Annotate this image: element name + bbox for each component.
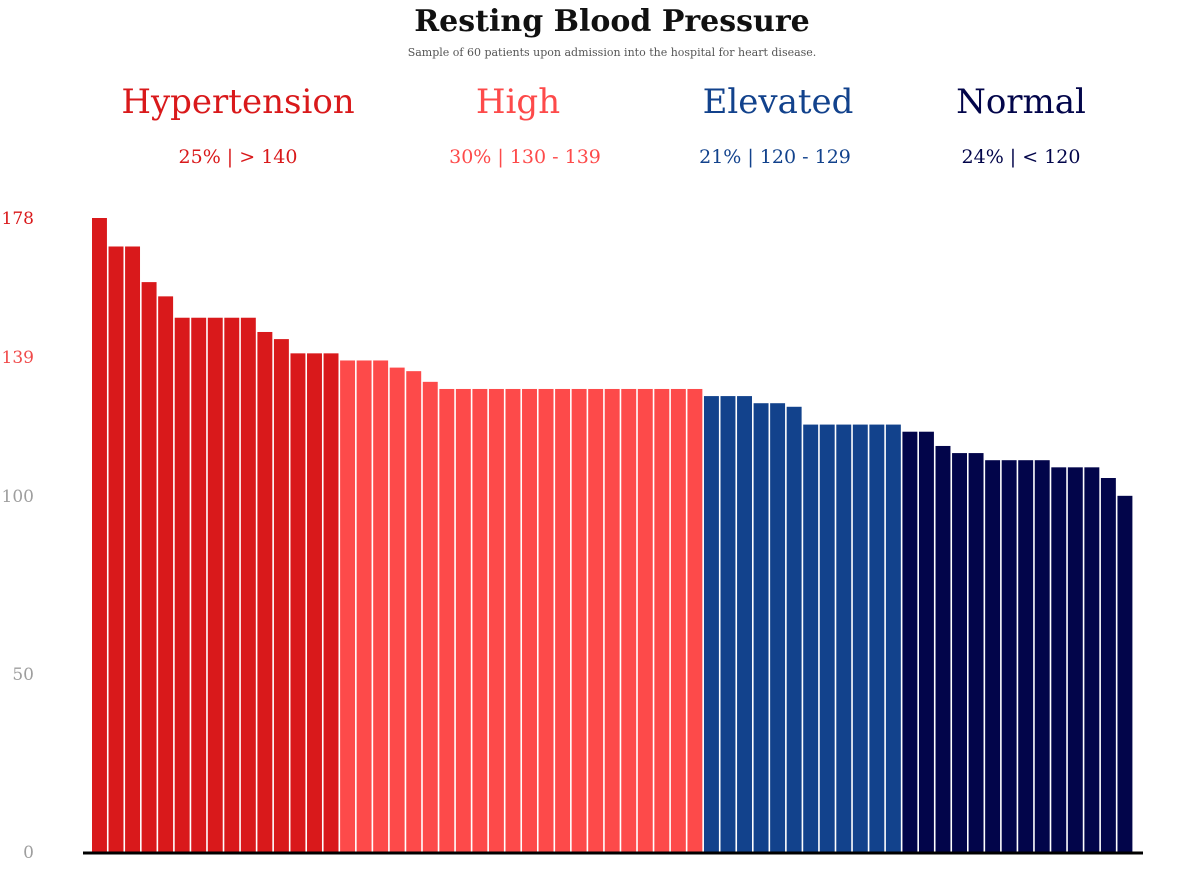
bar-5 [158, 296, 174, 852]
bar-10 [240, 317, 256, 853]
bar-4 [141, 282, 157, 852]
bar-51 [918, 431, 934, 852]
bar-7 [191, 317, 207, 853]
bar-8 [207, 317, 223, 853]
bar-47 [852, 424, 868, 852]
bar-14 [307, 353, 322, 852]
bar-63 [1117, 495, 1133, 852]
chart-subtitle: Sample of 60 patients upon admission int… [407, 46, 817, 59]
bar-61 [1084, 467, 1100, 852]
bar-16 [340, 360, 356, 852]
bar-54 [968, 453, 984, 852]
bar-20 [406, 371, 422, 852]
y-axis-ticks: 0 50 100 139 178 [2, 209, 34, 863]
bar-48 [869, 424, 885, 852]
bar-43 [786, 406, 802, 852]
bar-42 [770, 403, 786, 852]
bar-38 [703, 396, 719, 852]
bar-39 [720, 396, 736, 852]
y-tick-label-0: 0 [23, 843, 34, 863]
bar-58 [1034, 460, 1050, 852]
bar-11 [257, 331, 273, 853]
bar-12 [273, 339, 289, 853]
bar-25 [488, 388, 504, 852]
bar-18 [373, 360, 389, 852]
bar-50 [902, 431, 918, 852]
category-stat-high: 30% | 130 - 139 [449, 146, 601, 168]
bar-19 [389, 367, 405, 852]
bar-56 [1001, 460, 1017, 852]
bar-3 [125, 246, 141, 853]
bar-24 [472, 388, 488, 852]
bar-30 [571, 388, 587, 852]
bar-37 [687, 388, 703, 852]
bar-29 [555, 388, 571, 852]
y-tick-label-100: 100 [2, 487, 34, 507]
bar-60 [1067, 467, 1083, 852]
category-stat-hypertension: 25% | > 140 [178, 146, 298, 168]
bar-62 [1100, 478, 1116, 852]
bar-57 [1018, 460, 1034, 852]
bar-59 [1051, 467, 1067, 852]
category-title-high: High [475, 82, 561, 122]
bar-40 [737, 396, 752, 852]
bar-27 [522, 388, 537, 852]
bar-31 [588, 388, 604, 852]
bar-6 [174, 317, 190, 853]
category-title-elevated: Elevated [702, 82, 854, 122]
bar-49 [885, 424, 901, 852]
bar-32 [604, 388, 620, 852]
chart-title: Resting Blood Pressure [414, 4, 810, 39]
bar-46 [836, 424, 852, 852]
bar-9 [224, 317, 240, 853]
bar-2 [108, 246, 124, 853]
bar-1 [92, 218, 107, 852]
category-title-hypertension: Hypertension [121, 82, 355, 122]
bar-13 [290, 353, 306, 852]
bar-41 [753, 403, 769, 852]
category-stat-normal: 24% | < 120 [961, 146, 1081, 168]
bar-22 [439, 388, 455, 852]
bars-group [92, 218, 1133, 853]
bar-45 [819, 424, 835, 852]
bar-21 [422, 381, 438, 852]
bar-35 [654, 388, 670, 852]
bar-15 [323, 353, 339, 852]
bar-28 [538, 388, 554, 852]
y-tick-label-178: 178 [2, 209, 34, 229]
bar-23 [455, 388, 471, 852]
bar-52 [935, 445, 951, 852]
y-tick-label-139: 139 [2, 348, 34, 368]
category-title-normal: Normal [956, 82, 1086, 122]
bar-53 [952, 453, 967, 852]
bar-33 [621, 388, 637, 852]
y-tick-label-50: 50 [12, 665, 34, 685]
bar-34 [637, 388, 653, 852]
bar-44 [803, 424, 819, 852]
bar-26 [505, 388, 521, 852]
bar-17 [356, 360, 372, 852]
bar-36 [670, 388, 686, 852]
bar-55 [985, 460, 1001, 852]
category-stat-elevated: 21% | 120 - 129 [699, 146, 851, 168]
